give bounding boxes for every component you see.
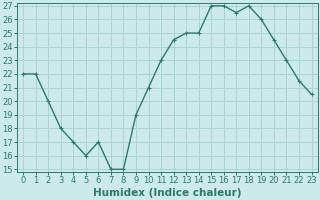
X-axis label: Humidex (Indice chaleur): Humidex (Indice chaleur) bbox=[93, 188, 242, 198]
